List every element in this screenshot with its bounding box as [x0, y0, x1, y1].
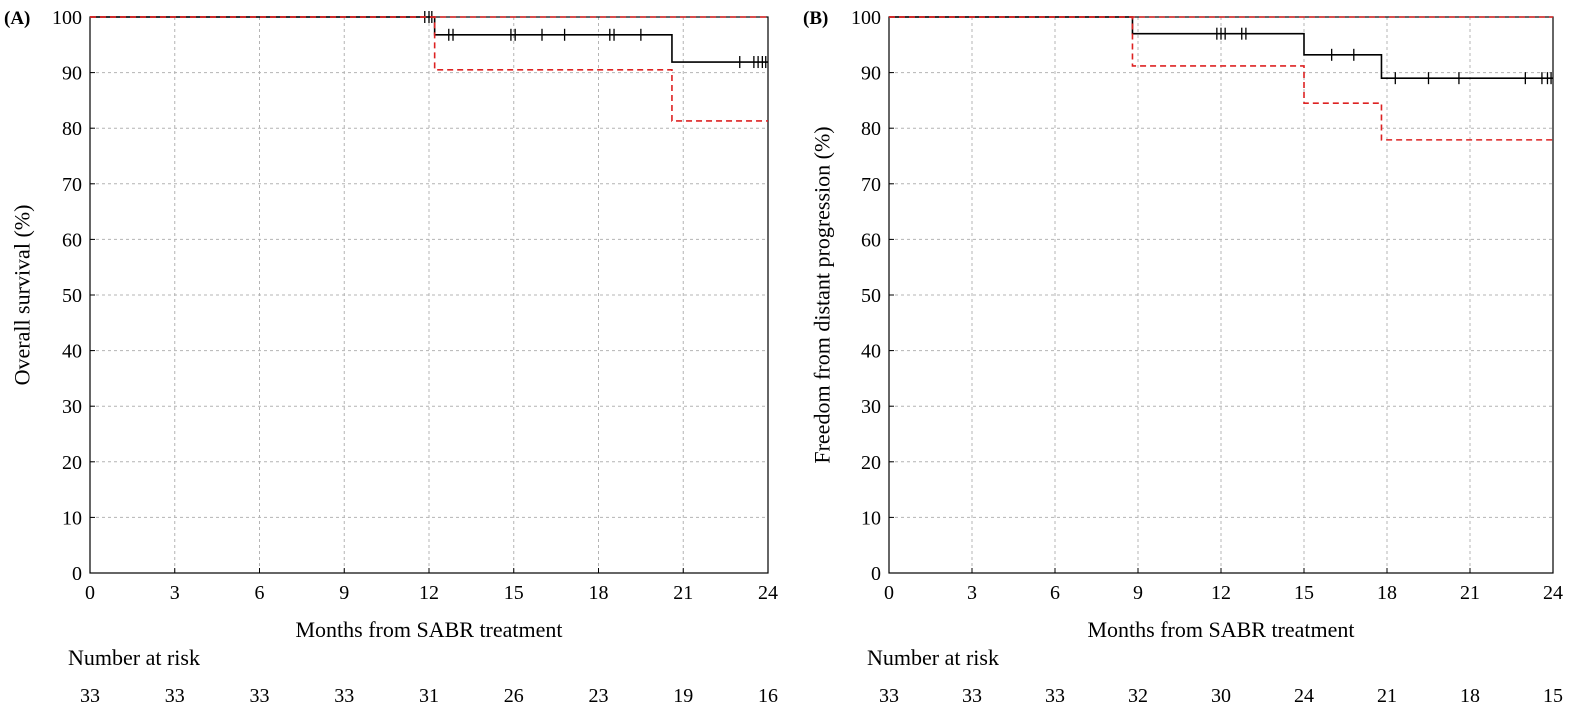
y-tick-label: 20 [861, 452, 881, 474]
y-tick-label: 80 [861, 118, 881, 140]
y-tick-label: 100 [52, 7, 82, 29]
risk-table-value: 16 [758, 685, 778, 707]
y-tick-label: 90 [62, 63, 82, 85]
y-tick-label: 60 [62, 229, 82, 251]
km-survival-line [889, 16, 1553, 79]
x-tick-label: 24 [758, 582, 778, 604]
x-tick-label: 12 [419, 582, 439, 604]
y-tick-label: 50 [861, 285, 881, 307]
x-tick-label: 15 [504, 582, 524, 604]
risk-table-value: 26 [504, 685, 524, 707]
y-tick-label: 40 [62, 341, 82, 363]
y-tick-label: 30 [62, 396, 82, 418]
x-axis-label: Months from SABR treatment [1087, 617, 1354, 642]
panel-label: (A) [4, 8, 30, 29]
x-tick-label: 0 [884, 582, 894, 604]
x-tick-label: 21 [1460, 582, 1480, 604]
x-tick-label: 9 [1133, 582, 1143, 604]
risk-table-value: 33 [334, 685, 354, 707]
risk-table-value: 30 [1211, 685, 1231, 707]
risk-table-value: 19 [673, 685, 693, 707]
chart-panel-b: 0 3 6 9 12 15 18 21 24 0 10 20 30 40 50 60 70 80 90 100 (B) M… [803, 7, 1563, 707]
risk-table-title: Number at risk [68, 645, 200, 670]
y-tick-label: 0 [871, 563, 881, 585]
risk-table-value: 33 [80, 685, 100, 707]
risk-table-value: 32 [1128, 685, 1148, 707]
x-tick-label: 6 [1050, 582, 1060, 604]
y-tick-label: 70 [62, 174, 82, 196]
chart-panel-a: 0 3 6 9 12 15 18 21 24 0 10 20 30 40 50 60 70 80 90 100 (A) M… [4, 7, 778, 707]
risk-table-value: 33 [879, 685, 899, 707]
x-axis-label: Months from SABR treatment [295, 617, 562, 642]
y-tick-label: 40 [861, 341, 881, 363]
ci-lower-line [889, 16, 1553, 141]
y-tick-label: 10 [861, 507, 881, 529]
y-tick-label: 80 [62, 118, 82, 140]
x-tick-label: 12 [1211, 582, 1231, 604]
y-tick-label: 20 [62, 452, 82, 474]
risk-table-value: 18 [1460, 685, 1480, 707]
y-tick-label: 90 [861, 63, 881, 85]
ci-lower-line [90, 16, 768, 122]
x-tick-label: 6 [255, 582, 265, 604]
risk-table-value: 24 [1294, 685, 1314, 707]
x-tick-label: 15 [1294, 582, 1314, 604]
x-tick-label: 3 [967, 582, 977, 604]
y-tick-label: 50 [62, 285, 82, 307]
y-tick-label: 0 [72, 563, 82, 585]
risk-table-value: 21 [1377, 685, 1397, 707]
risk-table-value: 15 [1543, 685, 1563, 707]
risk-table-value: 31 [419, 685, 439, 707]
y-tick-label: 10 [62, 507, 82, 529]
risk-table-value: 33 [962, 685, 982, 707]
x-tick-label: 21 [673, 582, 693, 604]
y-tick-label: 30 [861, 396, 881, 418]
x-tick-label: 9 [339, 582, 349, 604]
risk-table-value: 33 [250, 685, 270, 707]
y-axis-label: Overall survival (%) [10, 205, 35, 386]
x-tick-label: 24 [1543, 582, 1563, 604]
panel-label: (B) [803, 8, 828, 29]
y-tick-label: 70 [861, 174, 881, 196]
km-survival-line [90, 16, 768, 63]
risk-table-value: 33 [1045, 685, 1065, 707]
x-tick-label: 3 [170, 582, 180, 604]
risk-table-title: Number at risk [867, 645, 999, 670]
y-tick-label: 60 [861, 229, 881, 251]
risk-table-value: 33 [165, 685, 185, 707]
risk-table-value: 23 [589, 685, 609, 707]
x-tick-label: 18 [589, 582, 609, 604]
y-axis-label: Freedom from distant progression (%) [810, 126, 835, 463]
x-tick-label: 0 [85, 582, 95, 604]
y-tick-label: 100 [851, 7, 881, 29]
x-tick-label: 18 [1377, 582, 1397, 604]
